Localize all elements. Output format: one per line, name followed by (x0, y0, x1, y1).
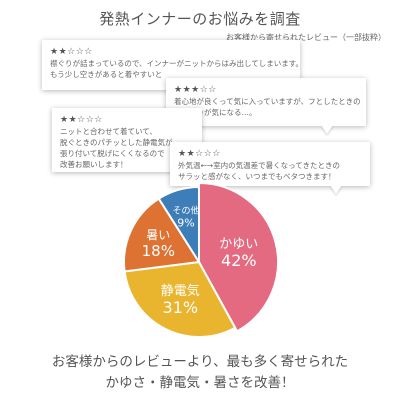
conclusion-line-1: お客様からのレビューより、最も多く寄せられた (51, 354, 349, 370)
slice-label: 暑い (146, 228, 170, 242)
pie-slice (123, 260, 237, 338)
slice-value-label: 31% (163, 298, 199, 317)
bubble-tail (321, 125, 333, 134)
review-text-line: 脱ぐときのパチッとした静電気が (60, 138, 173, 147)
review-text-line: もう少し空きがあると着やすいと (50, 70, 163, 79)
pie-slice (157, 185, 200, 266)
conclusion-line-2: かゆさ・静電気・暑さを改善！ (105, 375, 295, 391)
bubble-tail (330, 185, 342, 194)
slice-value-label: 42% (221, 251, 257, 270)
review-rating: ★★★☆☆ (174, 85, 217, 95)
pie-slice (123, 197, 201, 273)
review-bubble-4: ★★☆☆☆ 外気温←→室内の気温差で暑くなってきたときの サラッと感がなく、いつ… (170, 142, 370, 194)
review-text-line: ニットと合わせて着ていて、 (60, 127, 157, 136)
review-text-line: 張り付いて脱げにくくなるので (60, 149, 165, 158)
review-rating: ★★☆☆☆ (50, 47, 93, 57)
review-text-line: サラッと感がなく、いつまでもベタつきます！ (178, 172, 336, 181)
review-rating: ★★☆☆☆ (178, 149, 221, 159)
page-title: 発熱インナーのお悩みを調査 (99, 10, 301, 28)
review-rating: ★★☆☆☆ (60, 115, 103, 125)
review-text-line: 肌当たりが気になる…。 (174, 108, 257, 117)
pie-slice (198, 181, 279, 333)
slice-value-label: 18% (142, 242, 175, 260)
review-text-line: 外気温←→室内の気温差で暑くなってきたときの (178, 161, 340, 170)
slice-label: その他 (172, 204, 199, 216)
review-bubble-2: ★★★☆☆ 着心地が良くって気に入っていますが、フとしたときの 肌当たりが気にな… (166, 78, 366, 134)
review-text-line: 改善お願いします！ (60, 160, 128, 169)
slice-label: 静電気 (161, 283, 200, 299)
slice-value-label: 9% (177, 216, 194, 229)
page-subtitle: お客様から寄せられたレビュー（一部抜粋） (226, 33, 386, 42)
conclusion-text: お客様からのレビューより、最も多く寄せられた かゆさ・静電気・暑さを改善！ (0, 352, 400, 394)
review-text-line: 襟ぐりが詰まっているので、インナーがニットからはみ出してしまいます。 (50, 59, 304, 68)
slice-label: かゆい (219, 237, 258, 252)
review-text-line: 着心地が良くって気に入っていますが、フとしたときの (174, 97, 361, 106)
